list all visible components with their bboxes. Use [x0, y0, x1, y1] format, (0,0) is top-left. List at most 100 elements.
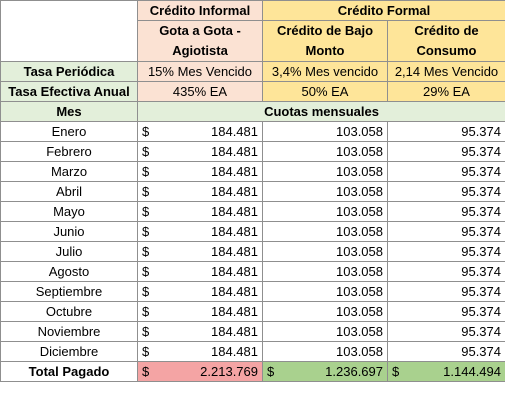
- table-row: Mayo $184.481 103.058 95.374: [0, 201, 505, 222]
- payment-informal-value: 184.481: [211, 244, 258, 259]
- table-row: Junio $184.481 103.058 95.374: [0, 221, 505, 242]
- month-cell: Agosto: [0, 261, 138, 282]
- informal-credit-header: Crédito Informal: [137, 0, 263, 21]
- month-column-header: Mes: [0, 101, 138, 122]
- periodic-rate-bajo-monto: 3,4% Mes vencido: [262, 61, 388, 82]
- total-label: Total Pagado: [0, 361, 138, 382]
- total-consumo-value: 1.144.494: [443, 364, 501, 379]
- currency-symbol: $: [142, 324, 150, 339]
- month-cell: Enero: [0, 121, 138, 142]
- effective-rate-consumo: 29% EA: [387, 81, 505, 102]
- payment-informal-cell: $184.481: [137, 181, 263, 202]
- payment-informal-cell: $184.481: [137, 321, 263, 342]
- corner-cell: [0, 0, 138, 62]
- payment-informal-cell: $184.481: [137, 281, 263, 302]
- payment-informal-value: 184.481: [211, 324, 258, 339]
- periodic-rate-informal: 15% Mes Vencido: [137, 61, 263, 82]
- payment-consumo-cell: 95.374: [387, 221, 505, 242]
- column-header-row: Mes Cuotas mensuales: [0, 101, 505, 122]
- payment-bajo-monto-cell: 103.058: [262, 221, 388, 242]
- currency-symbol: $: [142, 204, 150, 219]
- month-cell: Febrero: [0, 141, 138, 162]
- table-row: Julio $184.481 103.058 95.374: [0, 241, 505, 262]
- payment-bajo-monto-cell: 103.058: [262, 301, 388, 322]
- payment-informal-value: 184.481: [211, 224, 258, 239]
- currency-symbol: $: [142, 124, 150, 139]
- payment-consumo-cell: 95.374: [387, 301, 505, 322]
- effective-rate-label: Tasa Efectiva Anual: [0, 81, 138, 102]
- month-cell: Octubre: [0, 301, 138, 322]
- payment-consumo-cell: 95.374: [387, 281, 505, 302]
- effective-rate-row: Tasa Efectiva Anual 435% EA 50% EA 29% E…: [0, 81, 505, 102]
- currency-symbol: $: [142, 344, 150, 359]
- table-row: Noviembre $184.481 103.058 95.374: [0, 321, 505, 342]
- total-consumo-cell: $1.144.494: [387, 361, 505, 382]
- periodic-rate-label: Tasa Periódica: [0, 61, 138, 82]
- currency-symbol: $: [142, 304, 150, 319]
- group-header-row: Crédito Informal Crédito Formal: [0, 0, 505, 62]
- currency-symbol: $: [392, 364, 400, 379]
- payment-informal-cell: $184.481: [137, 241, 263, 262]
- payment-consumo-cell: 95.374: [387, 341, 505, 362]
- total-bajo-monto-cell: $1.236.697: [262, 361, 388, 382]
- month-cell: Abril: [0, 181, 138, 202]
- loan-comparison-table: Crédito Informal Crédito Formal Gota a G…: [0, 0, 505, 382]
- total-bajo-monto-value: 1.236.697: [325, 364, 383, 379]
- payments-column-header: Cuotas mensuales: [137, 101, 505, 122]
- payment-bajo-monto-cell: 103.058: [262, 261, 388, 282]
- table-row: Febrero $184.481 103.058 95.374: [0, 141, 505, 162]
- payment-consumo-cell: 95.374: [387, 241, 505, 262]
- payment-consumo-cell: 95.374: [387, 321, 505, 342]
- payment-bajo-monto-cell: 103.058: [262, 341, 388, 362]
- payment-bajo-monto-cell: 103.058: [262, 141, 388, 162]
- payment-bajo-monto-cell: 103.058: [262, 281, 388, 302]
- periodic-rate-consumo: 2,14 Mes Vencido: [387, 61, 505, 82]
- currency-symbol: $: [142, 244, 150, 259]
- currency-symbol: $: [142, 224, 150, 239]
- payment-bajo-monto-cell: 103.058: [262, 321, 388, 342]
- currency-symbol: $: [142, 184, 150, 199]
- effective-rate-bajo-monto: 50% EA: [262, 81, 388, 102]
- payment-informal-value: 184.481: [211, 124, 258, 139]
- product-header-row: Gota a Gota - Agiotista Crédito de Bajo …: [1, 20, 505, 62]
- payment-informal-cell: $184.481: [137, 301, 263, 322]
- payment-informal-value: 184.481: [211, 184, 258, 199]
- payment-bajo-monto-cell: 103.058: [262, 201, 388, 222]
- payment-consumo-cell: 95.374: [387, 141, 505, 162]
- total-informal-cell: $2.213.769: [137, 361, 263, 382]
- payment-informal-cell: $184.481: [137, 221, 263, 242]
- payment-informal-value: 184.481: [211, 144, 258, 159]
- currency-symbol: $: [267, 364, 275, 379]
- payment-informal-cell: $184.481: [137, 341, 263, 362]
- month-cell: Diciembre: [0, 341, 138, 362]
- month-cell: Septiembre: [0, 281, 138, 302]
- payment-consumo-cell: 95.374: [387, 201, 505, 222]
- payment-informal-value: 184.481: [211, 264, 258, 279]
- payment-bajo-monto-cell: 103.058: [262, 241, 388, 262]
- payment-consumo-cell: 95.374: [387, 121, 505, 142]
- payment-informal-cell: $184.481: [137, 201, 263, 222]
- payment-consumo-cell: 95.374: [387, 161, 505, 182]
- currency-symbol: $: [142, 264, 150, 279]
- payment-bajo-monto-cell: 103.058: [262, 121, 388, 142]
- payment-informal-value: 184.481: [211, 164, 258, 179]
- month-cell: Junio: [0, 221, 138, 242]
- monthly-payments-body: Enero $184.481 103.058 95.374 Febrero $184.48…: [0, 121, 505, 362]
- formal-credit-header: Crédito Formal: [262, 0, 505, 21]
- consumo-header: Crédito de Consumo: [387, 20, 505, 62]
- total-informal-value: 2.213.769: [200, 364, 258, 379]
- table-row: Marzo $184.481 103.058 95.374: [0, 161, 505, 182]
- currency-symbol: $: [142, 364, 150, 379]
- month-cell: Julio: [0, 241, 138, 262]
- table-row: Abril $184.481 103.058 95.374: [0, 181, 505, 202]
- payment-bajo-monto-cell: 103.058: [262, 181, 388, 202]
- payment-informal-value: 184.481: [211, 344, 258, 359]
- currency-symbol: $: [142, 144, 150, 159]
- month-cell: Noviembre: [0, 321, 138, 342]
- gota-a-gota-header: Gota a Gota - Agiotista: [137, 20, 263, 62]
- currency-symbol: $: [142, 164, 150, 179]
- payment-informal-cell: $184.481: [137, 261, 263, 282]
- table-row: Enero $184.481 103.058 95.374: [0, 121, 505, 142]
- payment-consumo-cell: 95.374: [387, 261, 505, 282]
- table-row: Diciembre $184.481 103.058 95.374: [0, 341, 505, 362]
